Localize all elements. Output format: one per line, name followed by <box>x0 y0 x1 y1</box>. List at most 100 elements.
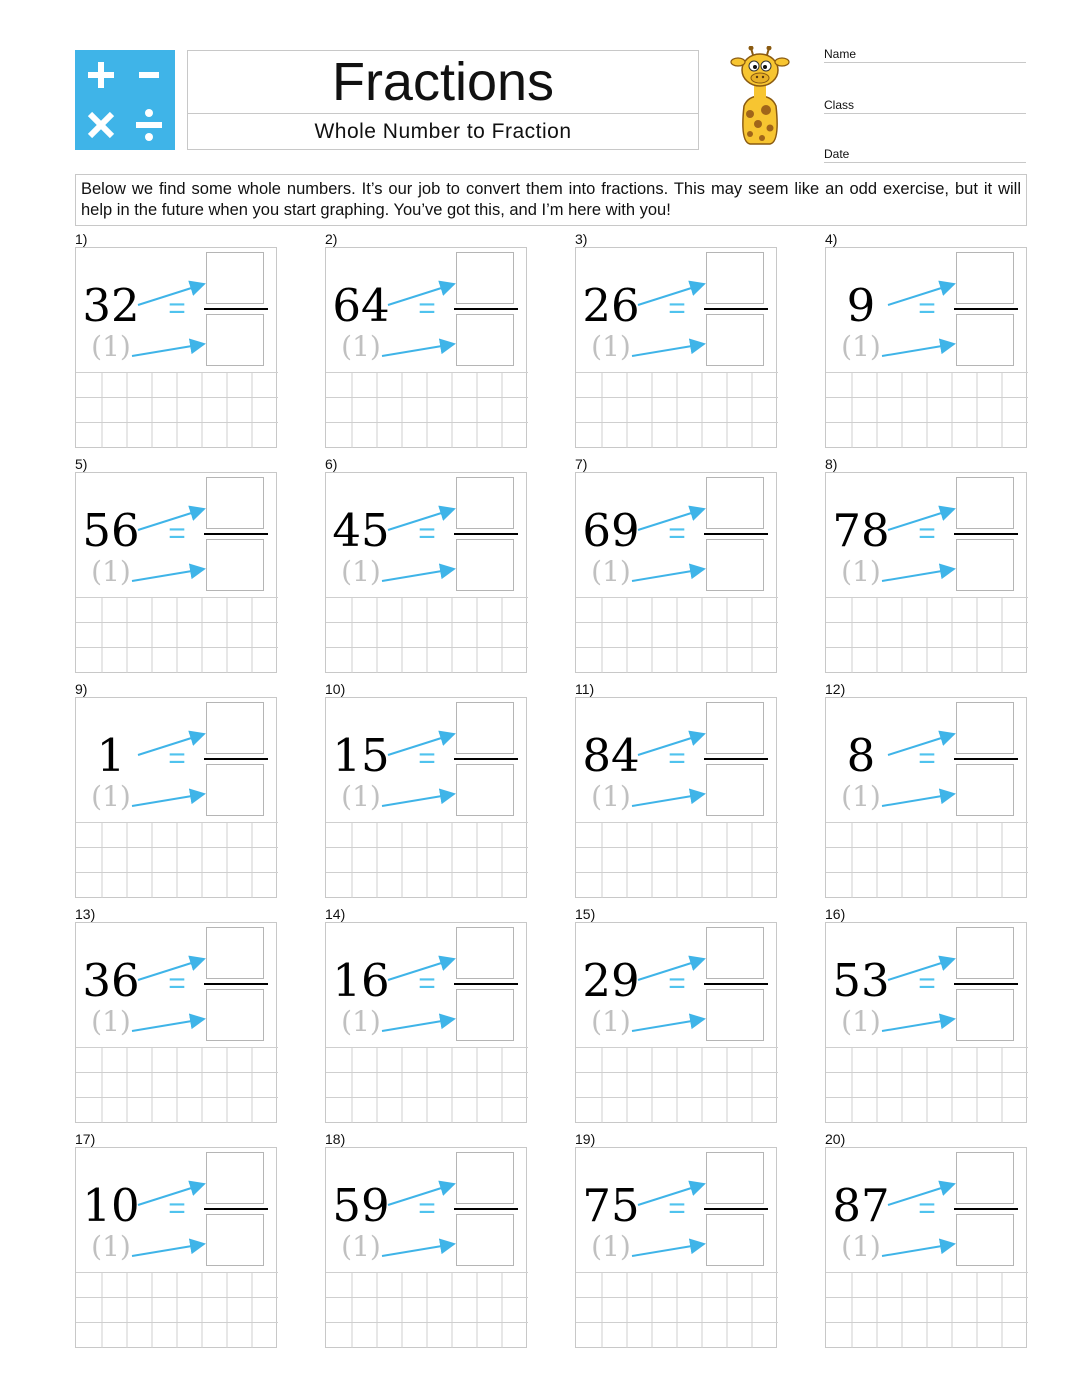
work-grid[interactable] <box>826 372 1028 448</box>
denominator-answer-box[interactable] <box>456 1214 514 1266</box>
work-grid[interactable] <box>76 1047 278 1123</box>
fraction-bar <box>204 1208 268 1210</box>
denominator-arrow <box>881 1238 956 1257</box>
problem-box: 36 (1) = <box>75 922 278 1123</box>
numerator-answer-box[interactable] <box>956 702 1014 754</box>
denominator-answer-box[interactable] <box>456 989 514 1041</box>
numerator-answer-box[interactable] <box>456 252 514 304</box>
numerator-answer-box[interactable] <box>706 1152 764 1204</box>
numerator-answer-box[interactable] <box>206 927 264 979</box>
numerator-answer-box[interactable] <box>706 477 764 529</box>
page-subtitle: Whole Number to Fraction <box>314 120 572 143</box>
name-label: Name <box>824 47 857 61</box>
class-field[interactable]: Class <box>824 97 1026 114</box>
arrows-graphic <box>131 280 206 357</box>
denominator-answer-box[interactable] <box>956 539 1014 591</box>
denominator-answer-box[interactable] <box>706 1214 764 1266</box>
arrows-graphic <box>631 505 706 582</box>
numerator-answer-box[interactable] <box>956 477 1014 529</box>
denominator-answer-box[interactable] <box>956 989 1014 1041</box>
name-field[interactable]: Name <box>824 46 1026 63</box>
denominator-answer-box[interactable] <box>956 314 1014 366</box>
denominator-answer-box[interactable] <box>206 314 264 366</box>
denominator-answer-box[interactable] <box>456 314 514 366</box>
work-grid[interactable] <box>326 372 528 448</box>
numerator-answer-box[interactable] <box>206 477 264 529</box>
denominator-answer-box[interactable] <box>956 764 1014 816</box>
equals-sign: = <box>918 1192 936 1225</box>
numerator-answer-box[interactable] <box>456 477 514 529</box>
work-grid[interactable] <box>576 1272 778 1348</box>
work-grid[interactable] <box>326 822 528 898</box>
denominator-answer-box[interactable] <box>706 314 764 366</box>
problem-card: 15) 29 (1) = <box>575 906 778 1131</box>
date-field[interactable]: Date <box>824 146 1026 163</box>
denominator-answer-box[interactable] <box>956 1214 1014 1266</box>
problem-number: 19) <box>575 1131 596 1147</box>
instructions: Below we find some whole numbers. It’s o… <box>75 174 1027 226</box>
denominator-answer-box[interactable] <box>706 989 764 1041</box>
denominator-hint: (1) <box>591 330 631 363</box>
numerator-arrow <box>137 505 206 531</box>
work-grid[interactable] <box>576 822 778 898</box>
denominator-arrow <box>631 338 706 357</box>
work-grid[interactable] <box>76 372 278 448</box>
work-grid[interactable] <box>76 597 278 673</box>
denominator-hint: (1) <box>591 555 631 588</box>
work-grid[interactable] <box>576 597 778 673</box>
numerator-answer-box[interactable] <box>206 252 264 304</box>
denominator-arrow <box>131 1013 206 1032</box>
denominator-answer-box[interactable] <box>456 539 514 591</box>
numerator-answer-box[interactable] <box>456 702 514 754</box>
denominator-answer-box[interactable] <box>456 764 514 816</box>
equals-sign: = <box>668 967 686 1000</box>
numerator-answer-box[interactable] <box>706 927 764 979</box>
denominator-answer-box[interactable] <box>206 764 264 816</box>
work-grid[interactable] <box>576 1047 778 1123</box>
fraction-bar <box>704 533 768 535</box>
denominator-answer-box[interactable] <box>706 539 764 591</box>
numerator-answer-box[interactable] <box>956 927 1014 979</box>
work-grid[interactable] <box>76 822 278 898</box>
work-grid[interactable] <box>326 1047 528 1123</box>
page-title: Fractions <box>188 51 698 114</box>
fraction-bar <box>954 533 1018 535</box>
numerator-answer-box[interactable] <box>706 252 764 304</box>
numerator-answer-box[interactable] <box>706 702 764 754</box>
fraction-bar <box>204 308 268 310</box>
work-grid[interactable] <box>826 1272 1028 1348</box>
denominator-arrow <box>881 1013 956 1032</box>
fraction-bar <box>454 1208 518 1210</box>
fraction-bar <box>704 308 768 310</box>
numerator-arrow <box>637 280 706 306</box>
numerator-answer-box[interactable] <box>956 1152 1014 1204</box>
work-grid[interactable] <box>326 1272 528 1348</box>
numerator-answer-box[interactable] <box>206 702 264 754</box>
problem-number: 17) <box>75 1131 96 1147</box>
work-grid[interactable] <box>576 372 778 448</box>
whole-number: 87 <box>832 1179 890 1232</box>
work-grid[interactable] <box>826 1047 1028 1123</box>
arrows-graphic <box>881 955 956 1032</box>
work-grid[interactable] <box>826 822 1028 898</box>
denominator-hint: (1) <box>841 330 881 363</box>
numerator-answer-box[interactable] <box>206 1152 264 1204</box>
numerator-answer-box[interactable] <box>956 252 1014 304</box>
numerator-answer-box[interactable] <box>456 1152 514 1204</box>
numerator-answer-box[interactable] <box>456 927 514 979</box>
denominator-answer-box[interactable] <box>206 539 264 591</box>
work-grid[interactable] <box>326 597 528 673</box>
denominator-answer-box[interactable] <box>206 1214 264 1266</box>
whole-number: 29 <box>582 954 640 1007</box>
work-grid[interactable] <box>826 597 1028 673</box>
denominator-answer-box[interactable] <box>706 764 764 816</box>
whole-number: 1 <box>96 729 126 782</box>
denominator-answer-box[interactable] <box>206 989 264 1041</box>
equals-sign: = <box>168 967 186 1000</box>
work-grid[interactable] <box>76 1272 278 1348</box>
whole-number: 45 <box>332 504 390 557</box>
denominator-arrow <box>131 1238 206 1257</box>
times-icon <box>87 111 115 139</box>
fraction-bar <box>204 758 268 760</box>
problem-number: 6) <box>325 456 338 472</box>
